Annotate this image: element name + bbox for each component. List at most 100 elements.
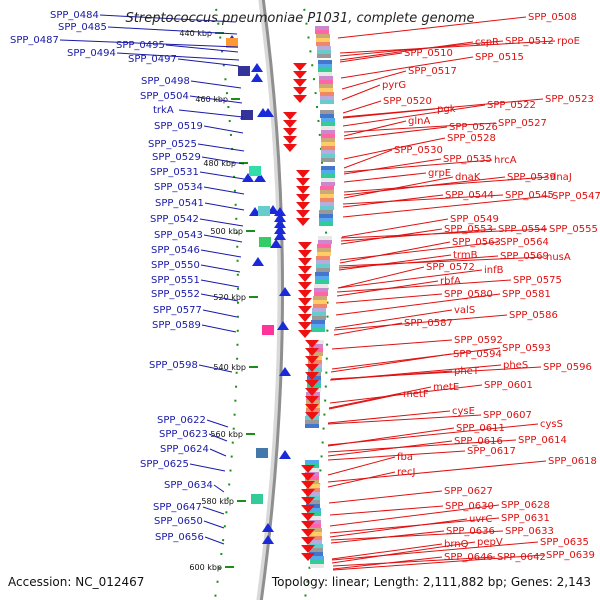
leader-line-spp-0631 <box>329 517 500 534</box>
leader-line-glna <box>343 120 407 137</box>
leader-line-cspr <box>339 41 474 61</box>
forward-gene-arrow <box>305 380 319 388</box>
forward-gene-box <box>317 252 331 256</box>
forward-gene-arrow <box>301 465 315 473</box>
forward-gene-box <box>318 236 332 240</box>
forward-gene-box <box>315 26 329 30</box>
leader-line-spp-0647 <box>202 506 225 515</box>
gene-label-spp-0592: SPP_0592 <box>454 335 503 346</box>
forward-gene-box <box>306 492 320 496</box>
forward-gene-box <box>320 198 334 202</box>
forward-gene-box <box>318 68 332 72</box>
reverse-gene-box <box>241 110 253 120</box>
leader-line-spp-0580 <box>335 293 443 304</box>
leader-line-spp-0523 <box>342 98 544 118</box>
leader-line-spp-0627 <box>328 490 443 504</box>
leader-line-spp-0563 <box>339 241 451 264</box>
backbone-line <box>259 0 285 600</box>
leader-line-spp-0525 <box>197 143 245 152</box>
gene-label-spp-0630: SPP_0630 <box>445 501 494 512</box>
leader-line-spp-0526 <box>343 126 448 140</box>
gene-label-spp-0589: SPP_0589 <box>152 320 201 331</box>
leader-line-cyse <box>327 410 451 424</box>
forward-gene-arrow <box>298 282 312 290</box>
leader-line-spp-0577 <box>202 309 238 318</box>
forward-gene-box <box>312 316 326 320</box>
leader-line-trka <box>178 109 244 118</box>
reverse-gene-box <box>249 166 261 176</box>
forward-gene-box <box>306 500 320 504</box>
leader-line-infb <box>337 269 483 289</box>
forward-gene-box <box>316 268 330 272</box>
gene-label-spp-0631: SPP_0631 <box>501 513 550 524</box>
forward-gene-arrow <box>293 95 307 103</box>
gene-label-spp-0598: SPP_0598 <box>149 360 198 371</box>
leader-line-spp-0528 <box>343 137 446 160</box>
leader-line-spp-0510 <box>339 52 403 63</box>
forward-gene-box <box>319 222 333 226</box>
leader-line-pyrg <box>341 84 381 101</box>
forward-gene-arrow <box>305 356 319 364</box>
forward-gene-arrow <box>298 330 312 338</box>
forward-gene-box <box>321 174 335 178</box>
gene-label-spp-0498: SPP_0498 <box>141 76 190 87</box>
gene-label-spp-0552: SPP_0552 <box>151 289 200 300</box>
gene-label-spp-0495: SPP_0495 <box>116 40 165 51</box>
leader-line-spp-0529 <box>201 156 245 165</box>
forward-gene-box <box>307 524 321 528</box>
leader-line-spp-0594 <box>330 353 452 373</box>
gene-label-spp-0553: SPP_0553 <box>444 224 493 235</box>
leader-line-spp-0634 <box>213 484 225 493</box>
forward-gene-arrow <box>301 473 315 481</box>
forward-gene-box <box>312 308 326 312</box>
forward-gene-arrow <box>305 388 319 396</box>
leader-line-spp-0552 <box>200 293 239 302</box>
forward-gene-box <box>320 110 334 114</box>
forward-gene-box <box>315 272 329 276</box>
gene-label-spp-0529: SPP_0529 <box>152 152 201 163</box>
gene-label-dnak: dnaK <box>455 172 481 183</box>
gene-label-spp-0635: SPP_0635 <box>540 537 589 548</box>
forward-gene-box <box>316 256 330 260</box>
accession-text: Accession: NC_012467 <box>8 575 144 589</box>
gene-label-phes: pheS <box>503 360 528 371</box>
forward-gene-box <box>312 312 326 316</box>
forward-gene-arrow <box>298 306 312 314</box>
gene-label-spp-0508: SPP_0508 <box>528 12 577 23</box>
reverse-gene-arrow <box>262 108 274 117</box>
gene-label-spp-0530: SPP_0530 <box>394 145 443 156</box>
forward-gene-box <box>320 186 334 190</box>
leader-line-spp-0484 <box>99 14 237 23</box>
forward-gene-box <box>311 328 325 332</box>
forward-gene-box <box>315 276 329 280</box>
leader-line-recj <box>327 471 396 488</box>
gene-label-trka: trkA <box>153 105 174 116</box>
gene-label-brnq: brnQ <box>444 539 469 550</box>
gene-label-spp-0519: SPP_0519 <box>154 121 203 132</box>
gene-label-spp-0484: SPP_0484 <box>50 10 99 21</box>
gene-label-spp-0581: SPP_0581 <box>502 289 551 300</box>
gene-label-spp-0539: SPP_0539 <box>507 172 556 183</box>
forward-gene-arrow <box>301 521 315 529</box>
gene-label-trmb: trmB <box>453 250 478 261</box>
leader-line-nusa <box>338 256 545 267</box>
gene-label-spp-0497: SPP_0497 <box>128 54 177 65</box>
forward-gene-box <box>319 214 333 218</box>
gene-label-spp-0504: SPP_0504 <box>140 91 189 102</box>
leader-line-spp-0485 <box>107 26 238 35</box>
forward-gene-box <box>321 138 335 142</box>
leader-line-spp-0628 <box>329 504 500 527</box>
forward-gene-arrow <box>283 136 297 144</box>
leader-line-spp-0623 <box>208 433 228 442</box>
forward-gene-box <box>314 288 328 292</box>
forward-gene-arrow <box>301 553 315 561</box>
leader-line-spp-0504 <box>189 95 243 104</box>
ruler-label-600-kbp: 600 kbp <box>189 563 222 572</box>
leader-line-spp-0517 <box>341 70 407 90</box>
gene-label-uvrc: uvrC <box>469 514 492 525</box>
gene-label-pyrg: pyrG <box>382 80 406 91</box>
gene-label-spp-0517: SPP_0517 <box>408 66 457 77</box>
leader-line-spp-0575 <box>336 279 512 293</box>
forward-gene-box <box>305 420 319 424</box>
leader-line-spp-0497 <box>177 58 240 67</box>
